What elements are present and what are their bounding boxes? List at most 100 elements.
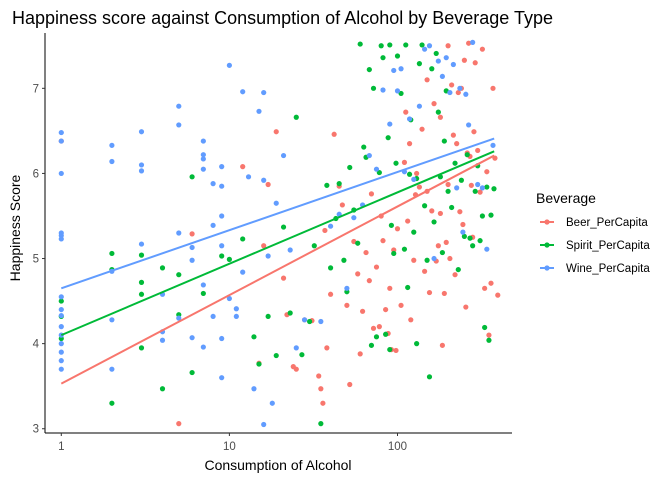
- y-tick-label: 3: [33, 424, 39, 436]
- data-point: [219, 183, 225, 189]
- data-point: [200, 152, 206, 158]
- data-point: [419, 42, 425, 48]
- data-point: [479, 185, 485, 191]
- data-point: [441, 138, 447, 144]
- data-point: [405, 218, 411, 224]
- data-point: [482, 324, 488, 331]
- trend-line: [60, 150, 495, 337]
- data-point: [450, 132, 456, 138]
- data-point: [240, 89, 246, 95]
- x-tick-label: 100: [388, 441, 407, 453]
- data-point: [370, 85, 377, 91]
- data-point: [376, 169, 382, 176]
- series-spirit-percapita: [58, 41, 497, 427]
- data-point: [210, 222, 216, 228]
- data-point: [58, 324, 64, 330]
- data-point: [398, 302, 404, 308]
- data-point: [401, 246, 408, 252]
- data-point: [219, 243, 225, 249]
- data-point: [327, 223, 334, 229]
- data-point: [366, 66, 372, 73]
- data-point: [347, 164, 353, 171]
- data-point: [159, 386, 166, 392]
- data-point: [261, 243, 267, 249]
- data-point: [426, 289, 433, 296]
- data-point: [387, 121, 393, 127]
- data-point: [109, 317, 115, 323]
- data-point: [200, 138, 206, 144]
- data-point: [454, 141, 460, 147]
- data-point: [431, 255, 437, 262]
- data-point: [58, 366, 64, 372]
- data-point: [58, 341, 64, 347]
- data-point: [457, 85, 463, 91]
- data-point: [138, 345, 145, 351]
- data-point: [58, 170, 64, 177]
- data-point: [138, 241, 145, 247]
- legend-item: Beer_PerCapita: [540, 217, 648, 229]
- data-point: [251, 386, 257, 392]
- y-tick-label: 6: [33, 168, 39, 180]
- y-tick-label: 4: [33, 339, 40, 351]
- data-point: [320, 400, 326, 406]
- data-point: [138, 168, 145, 174]
- data-point: [293, 366, 299, 372]
- data-point: [486, 337, 492, 343]
- data-point: [265, 181, 271, 188]
- data-point: [376, 324, 382, 330]
- data-point: [240, 236, 246, 242]
- data-point: [447, 255, 453, 262]
- data-point: [488, 212, 494, 218]
- data-point: [460, 221, 466, 228]
- data-point: [200, 166, 206, 172]
- data-point: [426, 43, 433, 49]
- data-point: [176, 103, 182, 109]
- data-point: [287, 310, 293, 316]
- trend-line: [60, 154, 495, 385]
- data-point: [388, 222, 394, 228]
- data-point: [261, 89, 267, 96]
- data-point: [58, 349, 64, 355]
- data-point: [426, 374, 433, 380]
- data-point: [394, 53, 401, 59]
- data-point: [370, 325, 377, 331]
- data-point: [361, 144, 367, 150]
- data-point: [301, 317, 308, 323]
- data-point: [471, 129, 477, 135]
- data-point: [176, 272, 182, 278]
- data-point: [159, 265, 166, 271]
- data-point: [344, 285, 350, 291]
- data-point: [452, 160, 458, 166]
- data-point: [58, 306, 64, 313]
- y-axis: 3 4 5 6 7: [33, 83, 45, 436]
- data-point: [455, 266, 461, 273]
- data-point: [447, 89, 453, 96]
- data-point: [477, 238, 483, 244]
- data-point: [226, 295, 232, 302]
- data-point: [138, 291, 145, 297]
- data-point: [490, 85, 496, 91]
- data-point: [475, 147, 481, 154]
- data-point: [318, 421, 324, 427]
- data-point: [366, 152, 372, 159]
- data-point: [435, 243, 441, 249]
- legend: Beverage Beer_PerCapita Spirit_PerCapita W…: [536, 190, 650, 275]
- data-point: [109, 142, 115, 148]
- data-point: [287, 247, 293, 253]
- data-point: [273, 200, 279, 206]
- data-point: [109, 366, 115, 372]
- data-point: [463, 304, 469, 310]
- data-point: [226, 62, 232, 68]
- data-point: [391, 67, 397, 74]
- data-point: [189, 257, 195, 263]
- data-point: [306, 318, 313, 325]
- data-point: [339, 202, 345, 208]
- data-point: [251, 334, 257, 340]
- data-point: [439, 249, 445, 256]
- x-axis-title: Consumption of Alcohol: [204, 457, 351, 473]
- data-point: [109, 158, 115, 165]
- data-point: [433, 50, 439, 57]
- data-point: [324, 182, 330, 188]
- data-point: [200, 344, 206, 350]
- data-point: [458, 177, 464, 183]
